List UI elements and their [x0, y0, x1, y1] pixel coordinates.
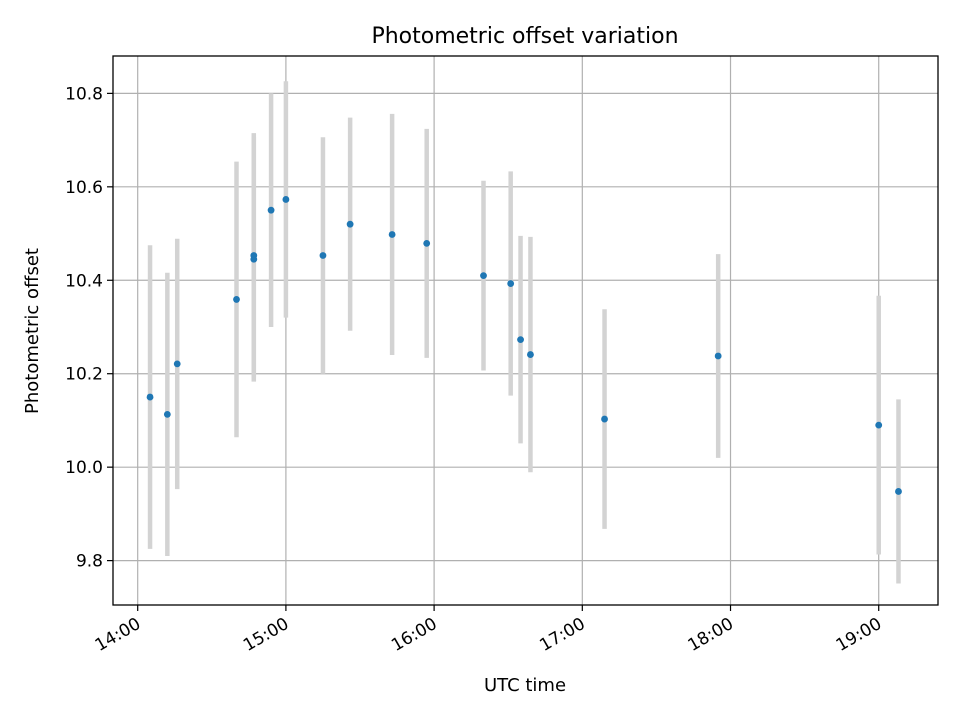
y-axis: 9.8 10.0 10.2 10.4 10.6 10.8 [65, 84, 113, 572]
data-point [250, 252, 258, 259]
y-axis-label: Photometric offset [22, 248, 43, 414]
point-series [146, 196, 902, 495]
chart-title: Photometric offset variation [371, 24, 678, 49]
data-point [517, 336, 524, 344]
y-tick-label: 10.6 [65, 178, 103, 198]
plot-frame [112, 55, 939, 606]
data-point [319, 252, 327, 259]
data-point [875, 421, 883, 429]
data-point [507, 280, 515, 287]
data-point [895, 488, 902, 495]
grid [113, 56, 938, 605]
y-tick-label: 10.8 [65, 84, 103, 104]
y-tick-label: 10.0 [65, 458, 103, 478]
data-point [480, 272, 487, 279]
data-point [146, 393, 154, 401]
data-point [233, 296, 240, 303]
data-point [423, 239, 431, 247]
data-point [163, 410, 171, 418]
data-point [527, 351, 534, 358]
y-tick-label: 9.8 [76, 552, 103, 572]
data-point [601, 415, 608, 423]
data-point [267, 206, 275, 214]
x-axis-label: UTC time [484, 675, 566, 696]
data-point [388, 231, 396, 238]
data-point [346, 220, 354, 228]
data-point [714, 352, 722, 360]
data-point [173, 360, 181, 368]
y-tick-label: 10.2 [65, 365, 103, 385]
y-tick-label: 10.4 [65, 271, 103, 291]
data-point [282, 196, 290, 203]
